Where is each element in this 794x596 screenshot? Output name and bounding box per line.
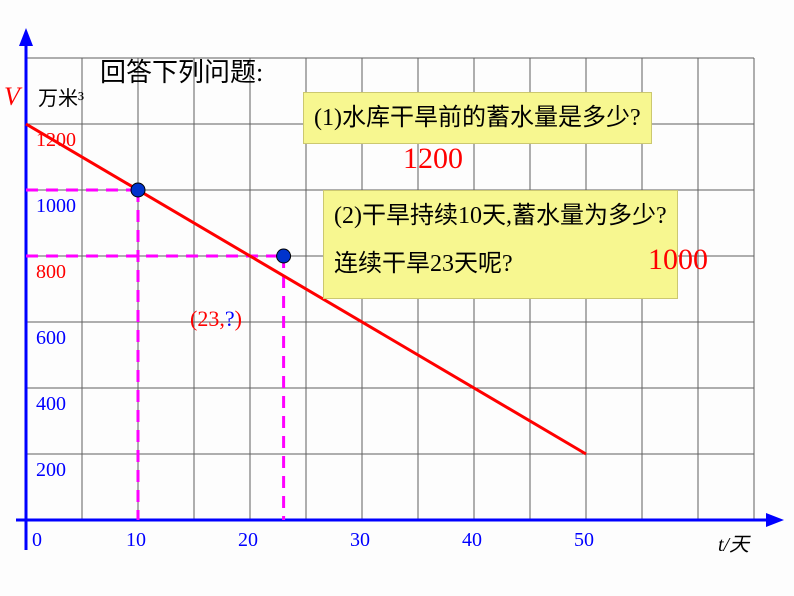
x-tick-label: 20	[238, 529, 258, 551]
x-tick-label: 30	[350, 529, 370, 551]
data-point	[131, 183, 145, 197]
x-tick-label: 40	[462, 529, 482, 551]
data-point	[277, 249, 291, 263]
question-2: (2)干旱持续10天,蓄水量为多少? 连续干旱23天呢?	[323, 190, 678, 299]
x-axis-label: t/天	[718, 528, 749, 557]
question-1: (1)水库干旱前的蓄水量是多少?	[303, 92, 652, 144]
y-tick-label: 200	[36, 459, 66, 481]
x-tick-label: 0	[32, 529, 42, 551]
x-tick-label: 50	[574, 529, 594, 551]
question-2-line-2: 连续干旱23天呢?	[334, 245, 667, 283]
answer-1: 1200	[403, 142, 463, 176]
x-tick-label: 10	[126, 529, 146, 551]
y-tick-label: 400	[36, 393, 66, 415]
chart-title: 回答下列问题:	[100, 52, 263, 89]
y-tick-label: 800	[36, 261, 66, 283]
point-label-23: (23,?)	[190, 306, 242, 332]
y-axis-label: V	[4, 82, 20, 112]
question-2-line-1: (2)干旱持续10天,蓄水量为多少?	[334, 197, 667, 235]
y-axis-unit: 万米³	[38, 82, 84, 111]
answer-2: 1000	[648, 243, 708, 277]
y-tick-label: 1000	[36, 195, 76, 217]
y-tick-label: 600	[36, 327, 66, 349]
